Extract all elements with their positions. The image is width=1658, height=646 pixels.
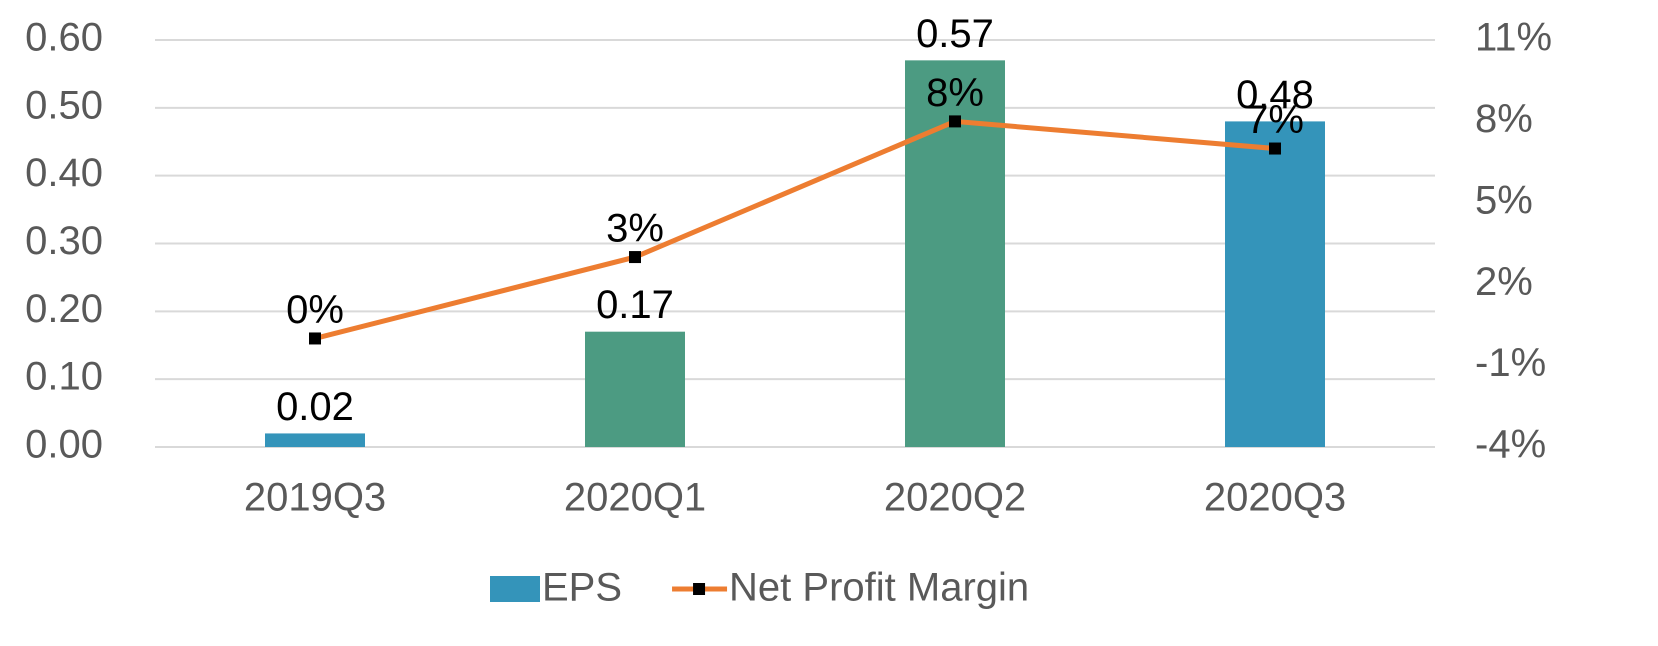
legend-label: Net Profit Margin <box>729 566 1029 610</box>
y2-tick-label: 11% <box>1475 16 1552 60</box>
legend-marker <box>693 583 706 595</box>
bar <box>1225 121 1325 448</box>
y2-tick-label: 8% <box>1475 97 1533 141</box>
x-tick-label: 2020Q3 <box>1204 476 1346 520</box>
marker <box>1269 142 1281 155</box>
y2-tick-label: 5% <box>1475 178 1533 222</box>
marker <box>309 332 321 345</box>
data-label: 0.02 <box>276 385 354 429</box>
data-label: 7% <box>1246 98 1304 142</box>
data-label: 3% <box>606 207 664 251</box>
data-label: 0% <box>286 288 344 332</box>
y-tick-label: 0.10 <box>25 355 103 399</box>
data-label: 0.57 <box>916 12 994 56</box>
marker <box>629 251 641 264</box>
bar <box>585 331 685 447</box>
y2-tick-label: 2% <box>1475 260 1533 304</box>
marker <box>949 115 961 128</box>
y-tick-label: 0.60 <box>25 16 103 60</box>
y-tick-label: 0.00 <box>25 423 103 467</box>
y-tick-label: 0.40 <box>25 151 103 195</box>
x-tick-label: 2020Q1 <box>564 476 706 520</box>
x-tick-label: 2019Q3 <box>244 476 386 520</box>
y2-tick-label: -4% <box>1475 423 1546 467</box>
y2-tick-label: -1% <box>1475 341 1546 385</box>
data-label: 0.17 <box>596 283 674 327</box>
bar <box>265 433 365 447</box>
line <box>314 118 1276 341</box>
y-tick-label: 0.20 <box>25 287 103 331</box>
x-tick-label: 2020Q2 <box>884 476 1026 520</box>
legend-swatch <box>490 576 540 602</box>
legend-label: EPS <box>542 566 622 610</box>
data-label: 8% <box>926 71 984 115</box>
y-tick-label: 0.50 <box>25 83 103 127</box>
data-label: 0.48 <box>1236 73 1314 117</box>
y-tick-label: 0.30 <box>25 219 103 263</box>
